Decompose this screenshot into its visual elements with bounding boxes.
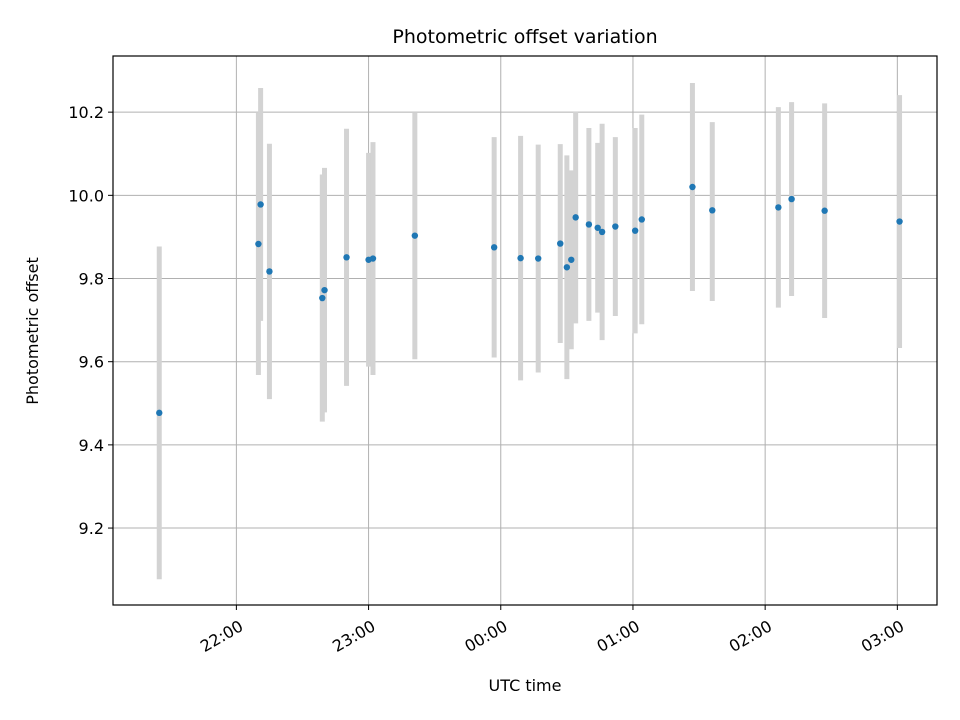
data-point [563,264,571,271]
data-point [612,223,619,230]
data-point [557,240,564,247]
data-point [517,254,524,262]
y-tick-label: 9.8 [79,270,104,289]
data-point [535,255,542,262]
y-tick-label: 10.2 [68,103,104,122]
data-point [321,286,328,294]
data-point [594,224,601,231]
y-axis-label: Photometric offset [23,257,42,405]
data-point [689,183,696,191]
y-tick-label: 10.0 [68,186,104,205]
data-point [568,256,575,263]
data-point [343,254,350,261]
data-point [572,214,579,221]
data-point [709,207,716,214]
data-point [490,244,498,251]
data-point [266,268,273,275]
chart-title: Photometric offset variation [392,26,657,48]
data-point [257,201,264,208]
data-point [821,207,828,214]
data-point [896,218,903,225]
x-axis-label: UTC time [489,676,562,695]
data-point [411,232,419,239]
y-tick-label: 9.2 [79,519,104,538]
markers [156,183,903,417]
plot-frame [112,55,938,606]
data-point [788,195,795,203]
data-point [775,204,782,211]
y-tick-label: 9.6 [79,353,104,372]
data-point [631,227,639,234]
data-point [638,216,645,223]
data-point [255,240,262,248]
data-point [369,255,377,262]
data-point [156,409,163,417]
y-axis-ticks: 9.2 9.4 9.6 9.8 10.0 10.2 [68,103,113,538]
data-point [319,294,326,302]
data-point [585,221,593,228]
data-point [598,228,606,236]
y-tick-label: 9.4 [79,436,104,455]
